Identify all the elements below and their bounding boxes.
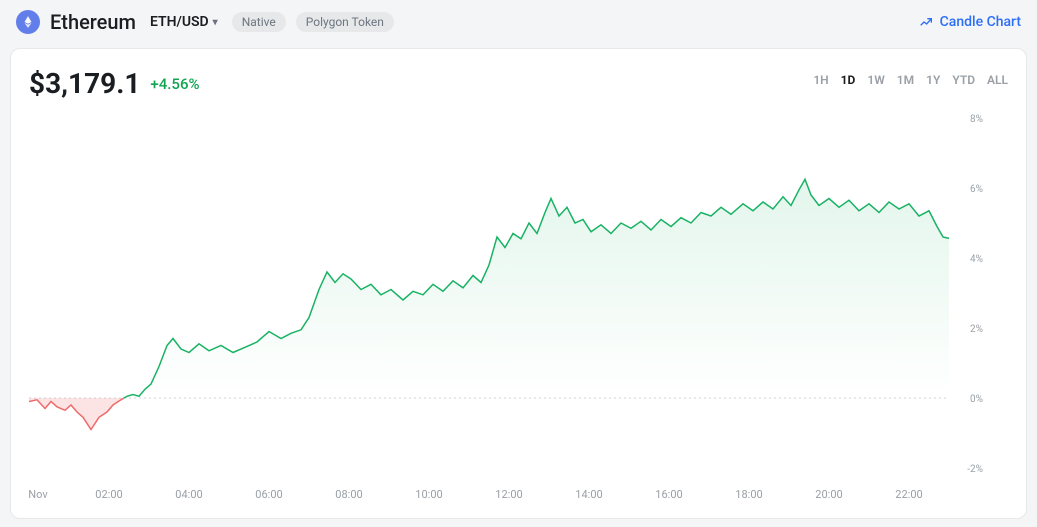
svg-text:06:00: 06:00 <box>255 488 282 501</box>
range-1h[interactable]: 1H <box>813 73 828 87</box>
chevron-down-icon: ▾ <box>213 17 218 28</box>
price-delta: +4.56% <box>150 75 199 93</box>
candle-chart-icon <box>918 14 934 30</box>
price-chart[interactable]: -2% 0% 2% 4% 6% 8% 10. Nov 02:00 04:00 06:00 08:00… <box>29 108 989 508</box>
svg-text:0%: 0% <box>970 394 983 405</box>
svg-text:10. Nov: 10. Nov <box>29 488 48 501</box>
range-1m[interactable]: 1M <box>897 73 914 87</box>
range-all[interactable]: ALL <box>987 73 1008 87</box>
range-ytd[interactable]: YTD <box>952 73 975 87</box>
svg-text:18:00: 18:00 <box>735 488 762 501</box>
card-header: $3,179.1 +4.56% 1H 1D 1W 1M 1Y YTD ALL <box>29 67 1008 100</box>
svg-text:6%: 6% <box>970 184 983 195</box>
ethereum-glyph-icon <box>21 15 35 29</box>
time-range-selector: 1H 1D 1W 1M 1Y YTD ALL <box>813 67 1008 87</box>
range-1y[interactable]: 1Y <box>926 73 940 87</box>
svg-text:14:00: 14:00 <box>575 488 602 501</box>
coin-logo-icon <box>16 10 40 34</box>
range-1w[interactable]: 1W <box>867 73 884 87</box>
candle-chart-link[interactable]: Candle Chart <box>918 14 1021 30</box>
chart-card: $3,179.1 +4.56% 1H 1D 1W 1M 1Y YTD ALL -2% 0% 2%… <box>10 48 1027 519</box>
svg-text:4%: 4% <box>970 254 983 265</box>
svg-text:04:00: 04:00 <box>175 488 202 501</box>
svg-text:22:00: 22:00 <box>895 488 922 501</box>
svg-text:-2%: -2% <box>967 464 983 475</box>
candle-chart-label: Candle Chart <box>940 14 1021 30</box>
chart-container: -2% 0% 2% 4% 6% 8% 10. Nov 02:00 04:00 06:00 08:00… <box>29 108 1008 508</box>
svg-text:12:00: 12:00 <box>495 488 522 501</box>
coin-name: Ethereum <box>50 10 136 34</box>
range-1d[interactable]: 1D <box>841 73 856 87</box>
pair-label: ETH/USD <box>150 14 209 30</box>
svg-text:10:00: 10:00 <box>415 488 442 501</box>
svg-text:20:00: 20:00 <box>815 488 842 501</box>
chip-polygon-token[interactable]: Polygon Token <box>296 12 394 32</box>
price-display: $3,179.1 <box>29 67 140 100</box>
chip-native[interactable]: Native <box>232 12 286 32</box>
svg-text:08:00: 08:00 <box>335 488 362 501</box>
header-bar: Ethereum ETH/USD ▾ Native Polygon Token … <box>0 0 1037 44</box>
pair-selector-button[interactable]: ETH/USD ▾ <box>146 12 222 32</box>
svg-text:02:00: 02:00 <box>95 488 122 501</box>
svg-text:8%: 8% <box>970 114 983 125</box>
svg-text:16:00: 16:00 <box>655 488 682 501</box>
svg-text:2%: 2% <box>970 324 983 335</box>
